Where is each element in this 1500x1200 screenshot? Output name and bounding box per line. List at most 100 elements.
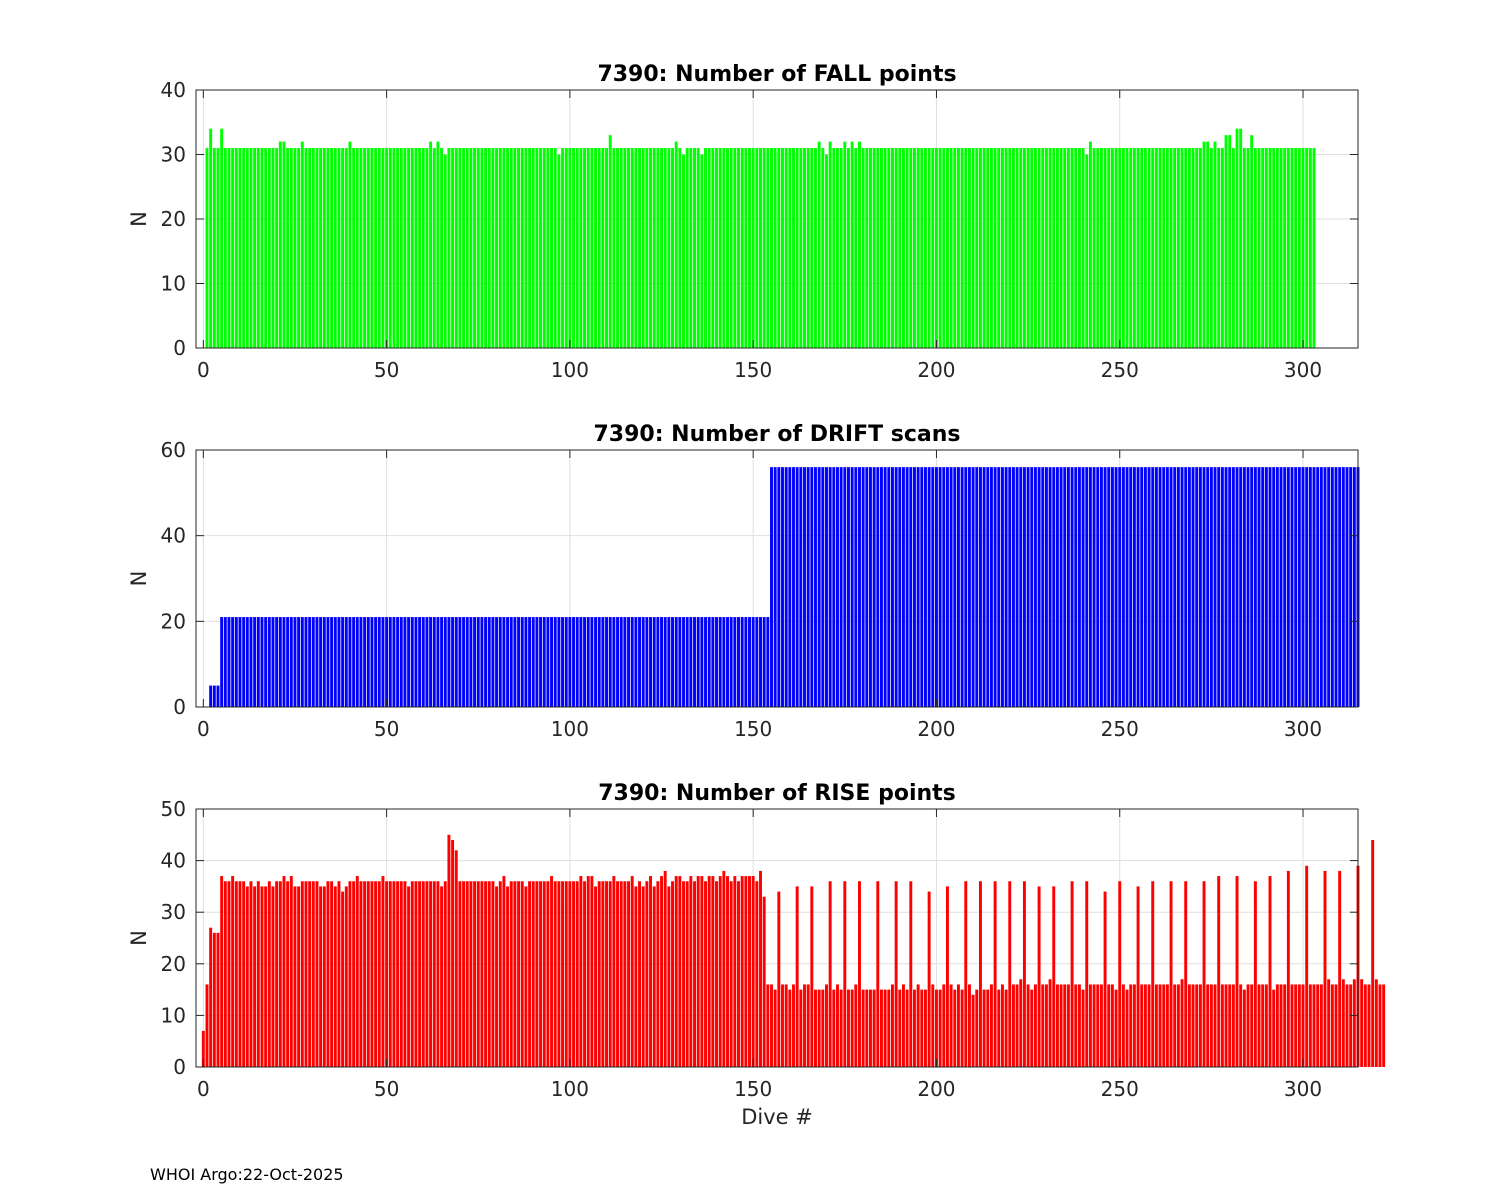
bar — [1308, 467, 1312, 707]
bar — [1059, 148, 1063, 348]
y-tick-label: 20 — [161, 609, 186, 633]
bar — [1184, 881, 1188, 1067]
bar — [762, 896, 766, 1067]
bar — [814, 467, 817, 707]
bar — [1279, 467, 1283, 707]
bar — [751, 148, 755, 348]
bar — [1228, 984, 1232, 1067]
bar — [1195, 467, 1199, 707]
bar — [755, 617, 759, 707]
bar — [1151, 148, 1155, 348]
bar — [828, 141, 832, 348]
bar — [1066, 467, 1070, 707]
bar — [902, 467, 905, 707]
bar — [671, 617, 674, 707]
bar — [847, 467, 850, 707]
bar — [201, 1030, 205, 1067]
bar — [1099, 984, 1103, 1067]
bar — [249, 881, 253, 1067]
bar — [1092, 148, 1096, 348]
bar — [693, 617, 696, 707]
bar — [1158, 148, 1162, 348]
bar — [447, 834, 451, 1067]
bar — [1099, 148, 1103, 348]
bar — [949, 984, 953, 1067]
bar — [579, 876, 583, 1067]
bar — [711, 148, 715, 348]
bar — [370, 881, 374, 1067]
bar — [616, 148, 620, 348]
bar — [1231, 984, 1235, 1067]
bar — [671, 881, 674, 1067]
bar — [517, 617, 521, 707]
bar — [1261, 984, 1265, 1067]
bar — [561, 148, 565, 348]
bar — [377, 617, 381, 707]
bar — [502, 617, 506, 707]
bar — [238, 617, 242, 707]
bar — [1088, 467, 1092, 707]
bar — [1279, 984, 1283, 1067]
bar — [942, 467, 946, 707]
bar — [825, 984, 828, 1067]
bar — [733, 617, 737, 707]
bar — [674, 141, 678, 348]
x-tick-label: 0 — [197, 717, 210, 741]
y-tick-label: 40 — [161, 849, 186, 873]
bar — [1052, 467, 1056, 707]
bar — [1316, 984, 1320, 1067]
bar — [216, 932, 220, 1067]
bar — [682, 881, 685, 1067]
bar — [1011, 467, 1015, 707]
bar — [1308, 984, 1312, 1067]
bar — [927, 148, 931, 348]
bar — [938, 148, 942, 348]
bar — [344, 148, 348, 348]
bar — [891, 148, 894, 348]
y-tick-label: 10 — [161, 272, 186, 296]
bar — [572, 617, 576, 707]
bar — [1246, 148, 1250, 348]
bar — [484, 148, 488, 348]
bar — [1030, 467, 1034, 707]
bar — [256, 881, 260, 1067]
bar — [1022, 881, 1026, 1067]
bar — [1224, 135, 1228, 348]
bar — [674, 876, 678, 1067]
bar — [1077, 467, 1081, 707]
bar — [216, 685, 220, 707]
bar — [297, 617, 301, 707]
bar — [1096, 148, 1100, 348]
bar — [1360, 979, 1364, 1067]
bar — [1169, 148, 1173, 348]
bar — [590, 876, 594, 1067]
bar — [905, 989, 909, 1067]
bar — [381, 617, 385, 707]
bar — [1374, 979, 1378, 1067]
bar — [256, 617, 260, 707]
bar — [425, 148, 429, 348]
bar — [1246, 467, 1250, 707]
bar — [1272, 989, 1276, 1067]
bar — [495, 886, 499, 1067]
bar — [792, 467, 795, 707]
bar — [964, 881, 968, 1067]
bar — [491, 617, 495, 707]
bar — [784, 984, 788, 1067]
bar — [934, 148, 938, 348]
bar — [854, 984, 858, 1067]
bar — [436, 881, 440, 1067]
bar — [1187, 467, 1191, 707]
bar — [1220, 148, 1224, 348]
bar — [916, 467, 920, 707]
bar — [520, 617, 524, 707]
bar — [656, 148, 660, 348]
bar — [671, 148, 674, 348]
bar — [535, 617, 539, 707]
x-tick-label: 0 — [197, 358, 210, 382]
bar — [1352, 467, 1356, 707]
bar — [1008, 148, 1012, 348]
bar — [1114, 148, 1118, 348]
bar — [1147, 984, 1151, 1067]
bar — [1048, 979, 1052, 1067]
